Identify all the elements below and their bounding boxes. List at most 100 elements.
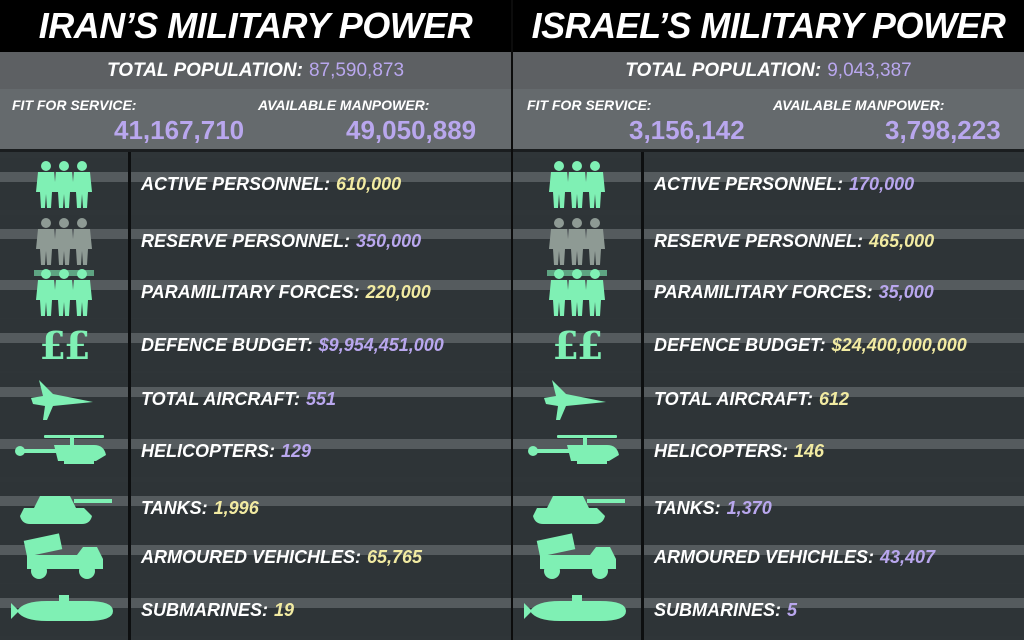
stat-row: ££ DEFENCE BUDGET: $24,400,000,000 — [513, 319, 1024, 371]
stat-label: DEFENCE BUDGET: — [654, 334, 826, 355]
stat-row: PARAMILITARY FORCES: 220,000 — [0, 266, 511, 318]
stat-label: TANKS: — [654, 497, 721, 518]
paramilitary-icon — [513, 266, 641, 318]
stat-value: 1,370 — [726, 497, 772, 518]
stat-label-group: TANKS: 1,996 — [141, 482, 259, 534]
stat-label: PARAMILITARY FORCES: — [654, 281, 873, 302]
aircraft-icon — [513, 373, 641, 425]
stat-value: $9,954,451,000 — [318, 334, 444, 355]
population-label: TOTAL POPULATION: — [625, 59, 822, 81]
stats-rows: ACTIVE PERSONNEL: 610,000 RESERVE PERSONN… — [0, 152, 511, 640]
stat-value: 551 — [305, 388, 337, 409]
stat-label-group: ARMOURED VEHICHLES: 65,765 — [141, 531, 422, 583]
stat-label: TANKS: — [141, 497, 208, 518]
pound-icon: ££ — [0, 319, 128, 371]
stat-value: 146 — [794, 440, 825, 461]
stat-label-group: ACTIVE PERSONNEL: 610,000 — [141, 158, 401, 210]
soldiers-icon — [0, 158, 128, 210]
fit-for-service-value: 41,167,710 — [114, 115, 245, 145]
column-separator — [128, 152, 131, 640]
tank-icon — [0, 482, 128, 534]
available-manpower-value: 49,050,889 — [346, 115, 477, 145]
stat-row: TANKS: 1,370 — [513, 482, 1024, 534]
stat-label: ACTIVE PERSONNEL: — [654, 173, 844, 194]
population-value: 9,043,387 — [827, 59, 912, 81]
population-label: TOTAL POPULATION: — [106, 59, 303, 81]
soldiers-icon — [513, 158, 641, 210]
stat-label: PARAMILITARY FORCES: — [141, 281, 360, 302]
stat-row: ACTIVE PERSONNEL: 170,000 — [513, 158, 1024, 210]
stat-label-group: RESERVE PERSONNEL: 465,000 — [654, 215, 934, 267]
manpower-bar: FIT FOR SERVICE: 3,156,142 AVAILABLE MAN… — [513, 89, 1024, 152]
stat-value: 465,000 — [869, 230, 935, 251]
fit-for-service-label: FIT FOR SERVICE: — [527, 97, 652, 113]
fit-for-service-value: 3,156,142 — [629, 115, 745, 145]
reserve-soldiers-icon — [0, 215, 128, 267]
stat-value: 43,407 — [880, 546, 936, 567]
population-value: 87,590,873 — [308, 59, 405, 81]
stat-label-group: DEFENCE BUDGET: $24,400,000,000 — [654, 319, 967, 371]
pound-glyph: ££ — [552, 322, 604, 368]
tank-icon — [513, 482, 641, 534]
stat-value: 19 — [274, 599, 295, 620]
stat-label-group: TANKS: 1,370 — [654, 482, 772, 534]
available-manpower-label: AVAILABLE MANPOWER: — [258, 97, 430, 113]
stat-label-group: HELICOPTERS: 146 — [654, 425, 824, 477]
armoured-vehicle-icon — [513, 531, 641, 583]
stat-label: TOTAL AIRCRAFT: — [141, 388, 300, 409]
stat-label-group: ACTIVE PERSONNEL: 170,000 — [654, 158, 914, 210]
stat-value: 170,000 — [849, 173, 915, 194]
stat-row: PARAMILITARY FORCES: 35,000 — [513, 266, 1024, 318]
available-manpower-value: 3,798,223 — [885, 115, 1001, 145]
stat-value: 220,000 — [365, 281, 431, 302]
stat-row: ££ DEFENCE BUDGET: $9,954,451,000 — [0, 319, 511, 371]
submarine-icon — [513, 584, 641, 636]
stat-label: TOTAL AIRCRAFT: — [654, 388, 813, 409]
stat-label-group: ARMOURED VEHICHLES: 43,407 — [654, 531, 935, 583]
manpower-bar: FIT FOR SERVICE: 41,167,710 AVAILABLE MA… — [0, 89, 511, 152]
stat-label-group: TOTAL AIRCRAFT: 551 — [141, 373, 336, 425]
stat-label-group: PARAMILITARY FORCES: 35,000 — [654, 266, 934, 318]
stat-label-group: DEFENCE BUDGET: $9,954,451,000 — [141, 319, 444, 371]
stat-label-group: PARAMILITARY FORCES: 220,000 — [141, 266, 431, 318]
paramilitary-icon — [0, 266, 128, 318]
stat-value: $24,400,000,000 — [831, 334, 967, 355]
stat-row: HELICOPTERS: 146 — [513, 425, 1024, 477]
stat-label: RESERVE PERSONNEL: — [141, 230, 351, 251]
stat-value: 129 — [281, 440, 312, 461]
stat-row: TANKS: 1,996 — [0, 482, 511, 534]
stat-label-group: HELICOPTERS: 129 — [141, 425, 311, 477]
stat-label: ARMOURED VEHICHLES: — [141, 546, 362, 567]
stat-label: RESERVE PERSONNEL: — [654, 230, 864, 251]
stat-label-group: RESERVE PERSONNEL: 350,000 — [141, 215, 421, 267]
aircraft-icon — [0, 373, 128, 425]
stat-row: HELICOPTERS: 129 — [0, 425, 511, 477]
stat-label: SUBMARINES: — [141, 599, 269, 620]
stat-label: HELICOPTERS: — [654, 440, 789, 461]
submarine-icon — [0, 584, 128, 636]
fit-for-service-label: FIT FOR SERVICE: — [12, 97, 137, 113]
stat-row: RESERVE PERSONNEL: 350,000 — [0, 215, 511, 267]
israel-panel: ISRAEL’S MILITARY POWER TOTAL POPULATION… — [513, 0, 1024, 640]
stat-value: 612 — [818, 388, 850, 409]
stat-row: TOTAL AIRCRAFT: 551 — [0, 373, 511, 425]
stat-label-group: SUBMARINES: 5 — [654, 584, 797, 636]
stat-row: ARMOURED VEHICHLES: 65,765 — [0, 531, 511, 583]
stat-value: 5 — [787, 599, 798, 620]
stat-row: ACTIVE PERSONNEL: 610,000 — [0, 158, 511, 210]
stat-label-group: TOTAL AIRCRAFT: 612 — [654, 373, 849, 425]
stat-label: DEFENCE BUDGET: — [141, 334, 313, 355]
stat-row: RESERVE PERSONNEL: 465,000 — [513, 215, 1024, 267]
stat-value: 35,000 — [878, 281, 934, 302]
panel-title: IRAN’S MILITARY POWER — [0, 0, 511, 52]
stat-label: ARMOURED VEHICHLES: — [654, 546, 875, 567]
stat-row: TOTAL AIRCRAFT: 612 — [513, 373, 1024, 425]
stat-label-group: SUBMARINES: 19 — [141, 584, 294, 636]
panel-divider — [511, 0, 513, 640]
stat-value: 1,996 — [213, 497, 259, 518]
pound-glyph: ££ — [39, 322, 91, 368]
stat-row: ARMOURED VEHICHLES: 43,407 — [513, 531, 1024, 583]
population-bar: TOTAL POPULATION: 9,043,387 — [513, 52, 1024, 89]
stat-value: 65,765 — [367, 546, 423, 567]
column-separator — [641, 152, 644, 640]
